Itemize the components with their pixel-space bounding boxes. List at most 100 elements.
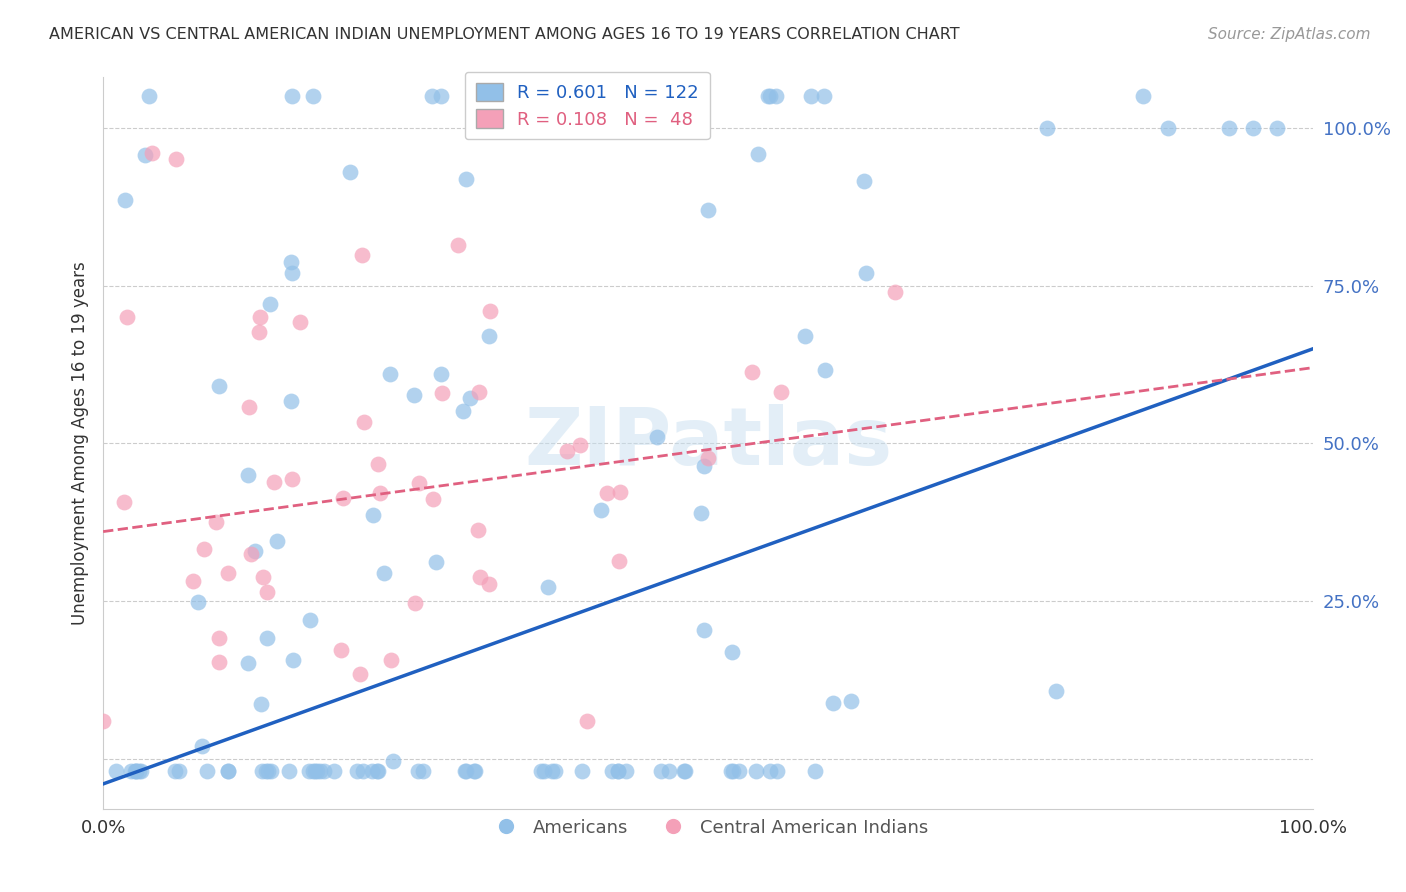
Point (370, 486, 392, 500)
Point (125, 764, 148, 779)
Point (314, 764, 336, 779)
Point (519, 89, 541, 103)
Point (373, 566, 395, 580)
Point (129, 764, 152, 779)
Point (673, 764, 696, 779)
Point (360, 764, 382, 779)
Point (478, 576, 501, 591)
Point (240, 547, 263, 561)
Point (408, 475, 430, 490)
Point (299, 613, 322, 627)
Point (236, 657, 259, 671)
Point (307, 764, 329, 779)
Point (404, 596, 426, 610)
Point (260, 764, 283, 779)
Point (821, 696, 844, 710)
Point (281, 472, 304, 486)
Point (609, 485, 631, 500)
Point (125, 764, 148, 779)
Point (636, 89, 658, 103)
Point (217, 764, 239, 779)
Point (280, 255, 302, 269)
Point (353, 415, 375, 429)
Point (250, 697, 273, 711)
Point (478, 329, 501, 343)
Point (208, 656, 231, 670)
Point (349, 667, 371, 681)
Point (191, 739, 214, 753)
Point (332, 491, 354, 505)
Point (530, 764, 553, 779)
Legend: Americans, Central American Indians: Americans, Central American Indians (481, 812, 936, 844)
Point (430, 89, 453, 103)
Point (456, 764, 478, 779)
Point (247, 326, 270, 340)
Point (759, 89, 782, 103)
Point (467, 523, 489, 537)
Point (576, 714, 599, 728)
Point (657, 764, 679, 779)
Point (464, 764, 486, 779)
Point (278, 764, 301, 779)
Point (187, 595, 209, 609)
Point (458, 392, 481, 406)
Point (280, 393, 302, 408)
Point (479, 304, 502, 318)
Point (645, 430, 668, 444)
Point (124, 764, 146, 779)
Point (105, 764, 128, 779)
Point (696, 451, 718, 466)
Point (217, 764, 239, 779)
Point (741, 365, 763, 379)
Point (302, 764, 325, 779)
Point (367, 764, 389, 779)
Point (568, 438, 591, 452)
Point (412, 764, 434, 779)
Point (1132, 89, 1154, 103)
Point (205, 515, 228, 529)
Point (564, 89, 586, 103)
Point (673, 764, 696, 779)
Point (759, 764, 782, 779)
Point (165, 153, 187, 167)
Point (114, 193, 136, 207)
Text: ZIPatlas: ZIPatlas (524, 404, 893, 483)
Point (309, 764, 332, 779)
Y-axis label: Unemployment Among Ages 16 to 19 years: Unemployment Among Ages 16 to 19 years (72, 261, 89, 625)
Point (112, 494, 135, 508)
Point (650, 764, 672, 779)
Point (747, 146, 769, 161)
Point (1241, 120, 1264, 135)
Point (117, 310, 139, 325)
Point (541, 764, 564, 779)
Point (339, 164, 361, 178)
Point (256, 632, 278, 646)
Point (839, 694, 862, 708)
Point (430, 385, 453, 400)
Point (406, 764, 429, 779)
Point (254, 764, 277, 779)
Point (281, 266, 304, 280)
Point (454, 171, 477, 186)
Point (1218, 120, 1240, 135)
Point (259, 297, 281, 311)
Point (425, 555, 447, 569)
Point (263, 475, 285, 490)
Point (252, 764, 274, 779)
Point (447, 238, 470, 252)
Point (281, 89, 304, 103)
Point (813, 89, 835, 103)
Point (591, 503, 613, 517)
Point (794, 328, 817, 343)
Point (91, 714, 114, 728)
Point (606, 764, 628, 779)
Point (420, 89, 443, 103)
Point (693, 624, 716, 638)
Point (163, 764, 186, 779)
Point (304, 764, 326, 779)
Point (606, 764, 628, 779)
Point (366, 764, 388, 779)
Point (195, 764, 218, 779)
Point (689, 506, 711, 520)
Point (770, 384, 793, 399)
